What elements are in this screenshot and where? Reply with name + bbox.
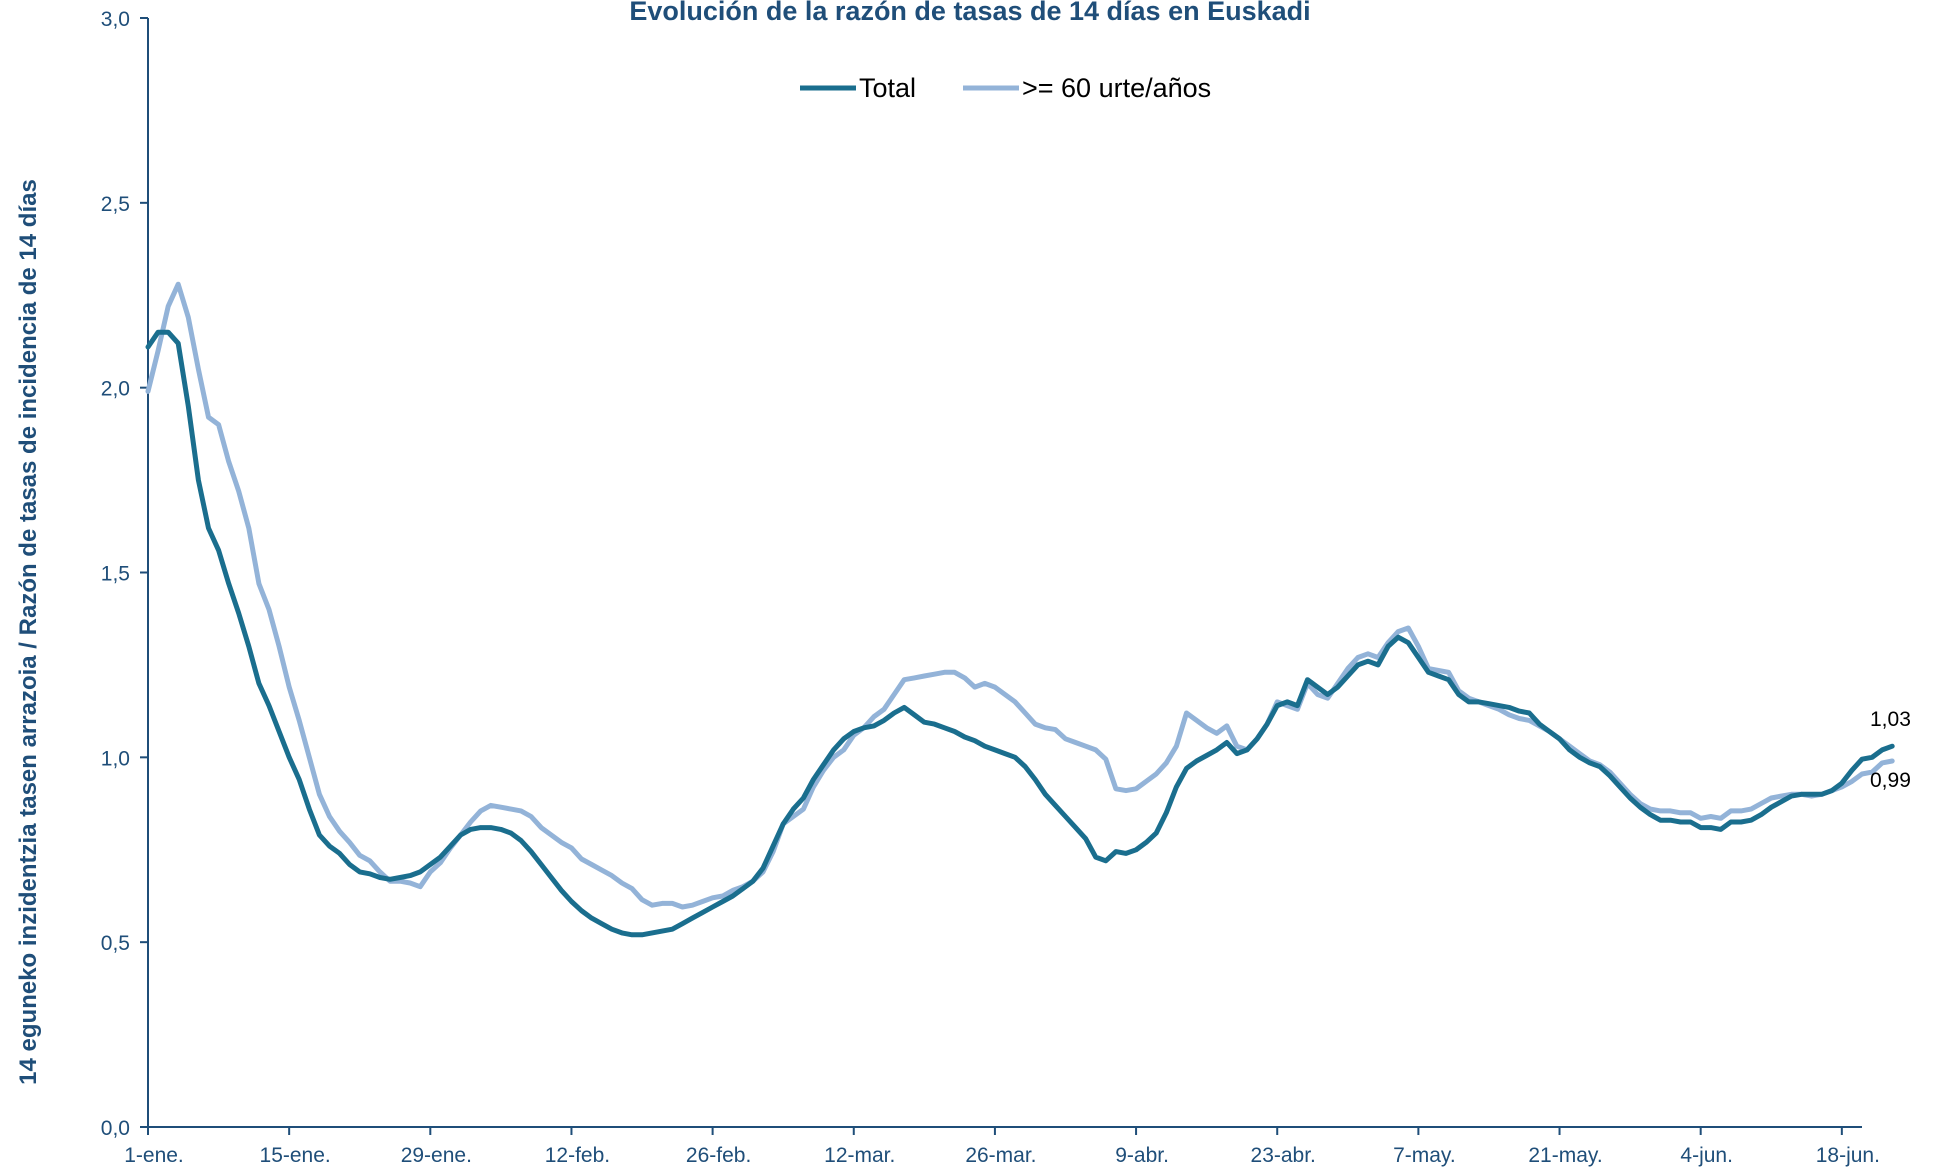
x-tick-label: 15-ene. [260,1144,331,1167]
x-tick-label: 18-jun. [1816,1144,1880,1167]
x-tick-label: 21-may. [1528,1144,1602,1167]
x-tick-label: 4-jun. [1680,1144,1733,1167]
end-value-label-over60: 0,99 [1870,769,1911,792]
legend: Total >= 60 urte/años [800,73,1211,103]
y-axis-label: 14 eguneko inzidentzia tasen arrazoia / … [15,179,42,1085]
x-tick-label: 29-ene. [401,1144,472,1167]
y-tick-label: 3,0 [101,8,130,31]
x-tick-label: 26-mar. [965,1144,1036,1167]
chart-title: Evolución de la razón de tasas de 14 día… [629,0,1310,26]
legend-label-total: Total [859,73,916,103]
y-axis: 0,0 0,5 1,0 1,5 2,0 2,5 3,0 [101,8,149,1140]
series-line-total [145,329,1895,938]
end-value-label-total: 1,03 [1870,708,1911,731]
series-layer [145,281,1895,938]
x-tick-label: 23-abr. [1251,1144,1316,1167]
x-tick-label: 1-ene. [124,1144,184,1167]
x-tick-label: 7-may. [1393,1144,1456,1167]
series-line-over60 [145,281,1895,910]
legend-label-over60: >= 60 urte/años [1022,73,1211,103]
y-tick-label: 0,0 [101,1117,130,1140]
x-tick-label: 26-feb. [686,1144,751,1167]
y-tick-label: 1,0 [101,747,130,770]
y-tick-label: 2,5 [101,193,130,216]
x-axis: 1-ene. 15-ene. 29-ene. 12-feb. 26-feb. 12-mar… [124,1126,1880,1167]
y-tick-label: 1,5 [101,563,130,586]
x-tick-label: 12-mar. [824,1144,895,1167]
x-tick-label: 9-abr. [1115,1144,1169,1167]
x-tick-label: 12-feb. [545,1144,610,1167]
end-labels: 1,03 0,99 [1870,708,1911,792]
y-tick-label: 2,0 [101,378,130,401]
y-tick-label: 0,5 [101,932,130,955]
